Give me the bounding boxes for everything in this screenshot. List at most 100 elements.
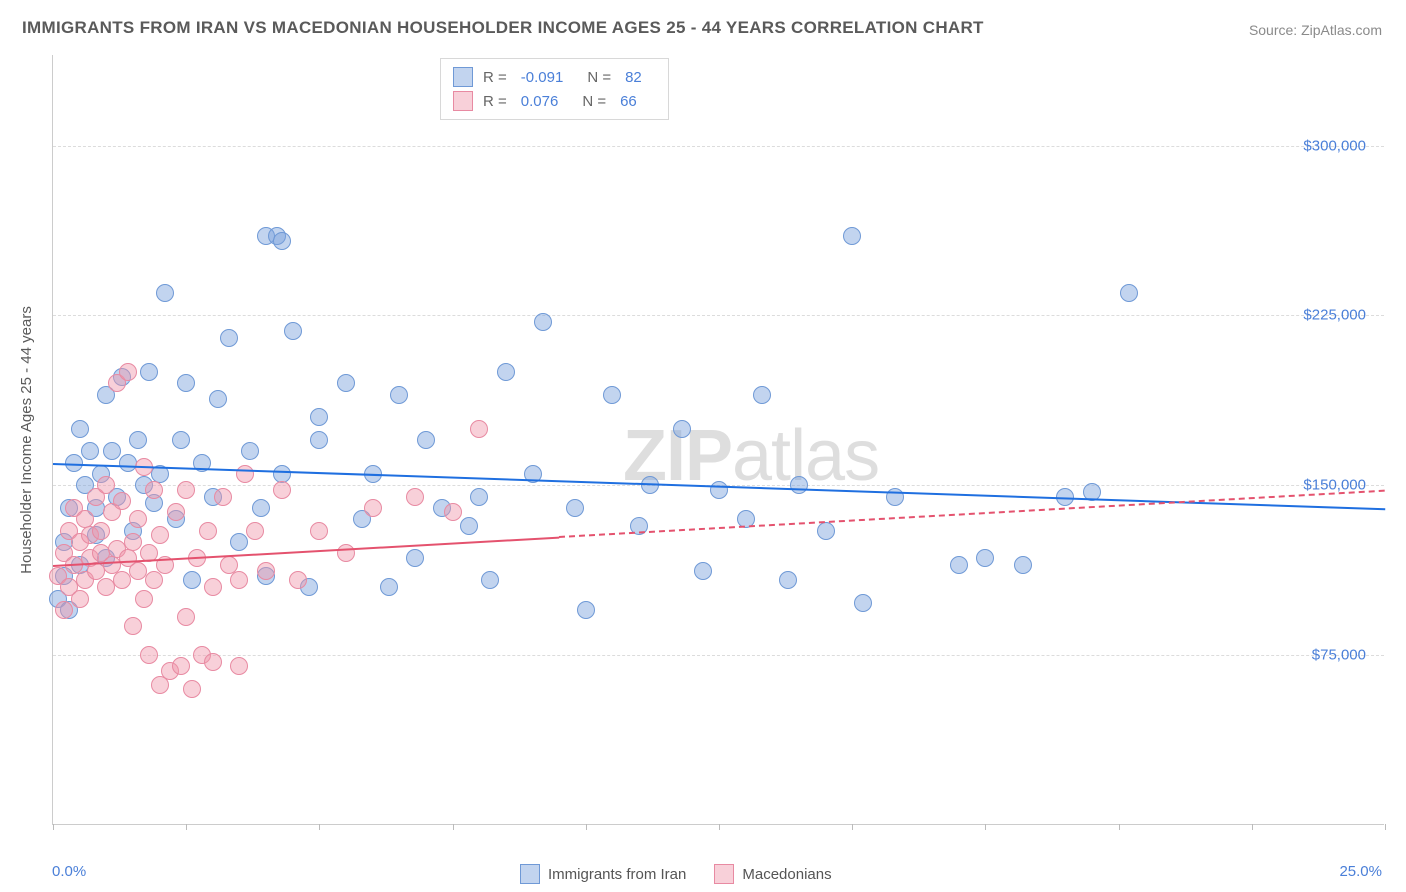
scatter-point-mac	[183, 680, 201, 698]
scatter-point-mac	[257, 562, 275, 580]
gridline-horizontal	[53, 655, 1384, 656]
gridline-horizontal	[53, 146, 1384, 147]
legend-row-iran: R = -0.091 N = 82	[453, 65, 656, 89]
scatter-point-mac	[177, 481, 195, 499]
scatter-point-mac	[204, 578, 222, 596]
scatter-point-iran	[817, 522, 835, 540]
x-tick	[453, 824, 454, 830]
trend-line-mac-dashed	[559, 490, 1385, 538]
scatter-point-iran	[220, 329, 238, 347]
r-value-mac: 0.076	[521, 93, 559, 110]
x-tick	[719, 824, 720, 830]
scatter-point-iran	[753, 386, 771, 404]
scatter-point-mac	[129, 510, 147, 528]
legend-label-mac: Macedonians	[742, 866, 831, 883]
scatter-point-iran	[790, 476, 808, 494]
y-tick-label: $225,000	[1303, 307, 1366, 324]
y-axis-label: Householder Income Ages 25 - 44 years	[18, 306, 35, 574]
scatter-point-iran	[241, 442, 259, 460]
x-tick	[1385, 824, 1386, 830]
scatter-point-iran	[140, 363, 158, 381]
legend-item-iran: Immigrants from Iran	[520, 864, 686, 884]
scatter-point-mac	[97, 476, 115, 494]
scatter-point-iran	[129, 431, 147, 449]
scatter-point-iran	[284, 322, 302, 340]
n-label: N =	[582, 93, 606, 110]
x-tick	[586, 824, 587, 830]
scatter-point-mac	[55, 601, 73, 619]
r-value-iran: -0.091	[521, 69, 564, 86]
scatter-point-mac	[310, 522, 328, 540]
scatter-point-iran	[273, 232, 291, 250]
scatter-point-iran	[460, 517, 478, 535]
gridline-horizontal	[53, 315, 1384, 316]
scatter-point-mac	[151, 526, 169, 544]
scatter-point-iran	[252, 499, 270, 517]
chart-title: IMMIGRANTS FROM IRAN VS MACEDONIAN HOUSE…	[22, 18, 984, 38]
scatter-point-mac	[140, 646, 158, 664]
scatter-point-iran	[603, 386, 621, 404]
scatter-point-iran	[310, 431, 328, 449]
n-value-iran: 82	[625, 69, 642, 86]
swatch-iran	[453, 67, 473, 87]
scatter-point-iran	[1120, 284, 1138, 302]
y-tick-label: $75,000	[1312, 647, 1366, 664]
correlation-legend: R = -0.091 N = 82 R = 0.076 N = 66	[440, 58, 669, 120]
scatter-point-iran	[81, 442, 99, 460]
scatter-point-mac	[172, 657, 190, 675]
scatter-point-iran	[577, 601, 595, 619]
scatter-point-mac	[199, 522, 217, 540]
r-label: R =	[483, 93, 507, 110]
swatch-mac	[714, 864, 734, 884]
scatter-point-mac	[470, 420, 488, 438]
scatter-point-iran	[337, 374, 355, 392]
scatter-point-iran	[380, 578, 398, 596]
scatter-point-mac	[246, 522, 264, 540]
x-tick	[852, 824, 853, 830]
scatter-point-mac	[119, 363, 137, 381]
scatter-point-mac	[230, 657, 248, 675]
r-label: R =	[483, 69, 507, 86]
scatter-point-iran	[230, 533, 248, 551]
x-tick	[985, 824, 986, 830]
scatter-point-mac	[71, 590, 89, 608]
scatter-point-iran	[209, 390, 227, 408]
scatter-point-mac	[204, 653, 222, 671]
scatter-point-iran	[172, 431, 190, 449]
source-attribution: Source: ZipAtlas.com	[1249, 22, 1382, 38]
scatter-point-mac	[364, 499, 382, 517]
y-tick-label: $300,000	[1303, 137, 1366, 154]
scatter-point-mac	[113, 492, 131, 510]
scatter-point-mac	[124, 617, 142, 635]
scatter-point-mac	[145, 481, 163, 499]
scatter-point-mac	[145, 571, 163, 589]
legend-row-mac: R = 0.076 N = 66	[453, 89, 656, 113]
scatter-point-iran	[417, 431, 435, 449]
scatter-point-mac	[273, 481, 291, 499]
scatter-point-iran	[406, 549, 424, 567]
scatter-point-mac	[167, 503, 185, 521]
scatter-point-iran	[390, 386, 408, 404]
scatter-point-iran	[71, 420, 89, 438]
legend-label-iran: Immigrants from Iran	[548, 866, 686, 883]
scatter-point-iran	[710, 481, 728, 499]
scatter-point-iran	[976, 549, 994, 567]
scatter-point-mac	[113, 571, 131, 589]
scatter-point-iran	[854, 594, 872, 612]
scatter-point-iran	[694, 562, 712, 580]
series-legend: Immigrants from Iran Macedonians	[520, 864, 832, 884]
scatter-point-mac	[92, 522, 110, 540]
scatter-point-iran	[156, 284, 174, 302]
scatter-point-iran	[497, 363, 515, 381]
scatter-point-iran	[481, 571, 499, 589]
scatter-point-iran	[950, 556, 968, 574]
scatter-point-mac	[214, 488, 232, 506]
scatter-point-iran	[1014, 556, 1032, 574]
scatter-point-mac	[289, 571, 307, 589]
x-tick	[1119, 824, 1120, 830]
swatch-iran	[520, 864, 540, 884]
scatter-point-mac	[220, 556, 238, 574]
scatter-point-iran	[103, 442, 121, 460]
swatch-mac	[453, 91, 473, 111]
scatter-point-iran	[470, 488, 488, 506]
